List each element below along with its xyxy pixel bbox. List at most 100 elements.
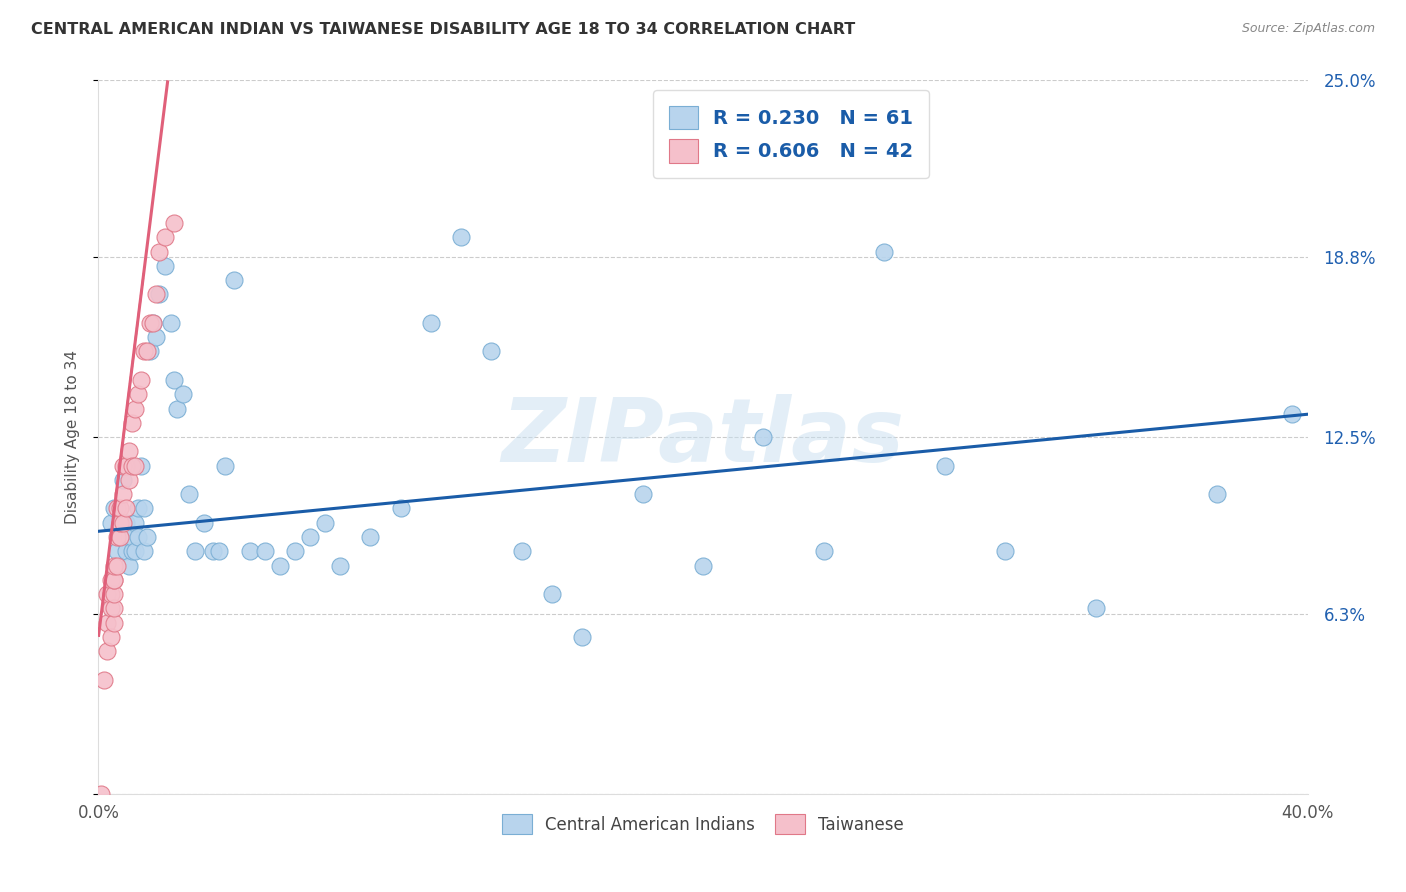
- Point: [139, 316, 162, 330]
- Point: [121, 530, 143, 544]
- Point: [103, 601, 125, 615]
- Point: [114, 501, 136, 516]
- Point: [752, 430, 775, 444]
- Point: [100, 587, 122, 601]
- Point: [360, 530, 382, 544]
- Point: [111, 473, 134, 487]
- Point: [111, 487, 134, 501]
- Point: [148, 244, 170, 259]
- Point: [96, 587, 118, 601]
- Point: [142, 316, 165, 330]
- Point: [132, 544, 155, 558]
- Point: [127, 387, 149, 401]
- Point: [111, 516, 134, 530]
- Point: [129, 373, 152, 387]
- Point: [208, 544, 231, 558]
- Point: [108, 501, 131, 516]
- Text: CENTRAL AMERICAN INDIAN VS TAIWANESE DISABILITY AGE 18 TO 34 CORRELATION CHART: CENTRAL AMERICAN INDIAN VS TAIWANESE DIS…: [31, 22, 855, 37]
- Point: [540, 587, 562, 601]
- Point: [129, 458, 152, 473]
- Point: [813, 544, 835, 558]
- Point: [329, 558, 352, 573]
- Text: ZIPatlas: ZIPatlas: [502, 393, 904, 481]
- Point: [214, 458, 236, 473]
- Point: [1281, 407, 1303, 421]
- Point: [184, 544, 207, 558]
- Point: [1206, 487, 1229, 501]
- Point: [103, 615, 125, 630]
- Text: Source: ZipAtlas.com: Source: ZipAtlas.com: [1241, 22, 1375, 36]
- Point: [103, 587, 125, 601]
- Point: [93, 673, 115, 687]
- Point: [100, 630, 122, 644]
- Point: [114, 516, 136, 530]
- Point: [111, 516, 134, 530]
- Point: [124, 401, 146, 416]
- Point: [124, 458, 146, 473]
- Point: [160, 316, 183, 330]
- Point: [299, 530, 322, 544]
- Point: [481, 344, 503, 359]
- Point: [269, 558, 291, 573]
- Point: [253, 544, 276, 558]
- Point: [103, 573, 125, 587]
- Point: [145, 330, 167, 344]
- Point: [148, 287, 170, 301]
- Point: [108, 516, 131, 530]
- Point: [389, 501, 412, 516]
- Point: [166, 401, 188, 416]
- Y-axis label: Disability Age 18 to 34: Disability Age 18 to 34: [65, 350, 80, 524]
- Point: [90, 787, 112, 801]
- Point: [163, 373, 186, 387]
- Point: [873, 244, 896, 259]
- Point: [124, 516, 146, 530]
- Point: [153, 259, 176, 273]
- Point: [450, 230, 472, 244]
- Point: [692, 558, 714, 573]
- Point: [124, 544, 146, 558]
- Point: [96, 644, 118, 658]
- Point: [114, 544, 136, 558]
- Point: [96, 615, 118, 630]
- Point: [179, 487, 201, 501]
- Point: [135, 344, 157, 359]
- Point: [934, 458, 956, 473]
- Point: [132, 501, 155, 516]
- Point: [114, 458, 136, 473]
- Point: [105, 558, 128, 573]
- Point: [224, 273, 246, 287]
- Point: [510, 544, 533, 558]
- Point: [127, 530, 149, 544]
- Point: [139, 344, 162, 359]
- Point: [132, 344, 155, 359]
- Point: [105, 501, 128, 516]
- Point: [121, 458, 143, 473]
- Point: [111, 458, 134, 473]
- Point: [571, 630, 593, 644]
- Point: [163, 216, 186, 230]
- Point: [103, 573, 125, 587]
- Legend: Central American Indians, Taiwanese: Central American Indians, Taiwanese: [494, 805, 912, 843]
- Point: [100, 516, 122, 530]
- Point: [118, 444, 141, 458]
- Point: [1085, 601, 1108, 615]
- Point: [118, 558, 141, 573]
- Point: [103, 501, 125, 516]
- Point: [420, 316, 443, 330]
- Point: [105, 530, 128, 544]
- Point: [135, 530, 157, 544]
- Point: [108, 530, 131, 544]
- Point: [121, 544, 143, 558]
- Point: [314, 516, 336, 530]
- Point: [121, 416, 143, 430]
- Point: [284, 544, 307, 558]
- Point: [202, 544, 225, 558]
- Point: [172, 387, 194, 401]
- Point: [631, 487, 654, 501]
- Point: [193, 516, 215, 530]
- Point: [127, 501, 149, 516]
- Point: [153, 230, 176, 244]
- Point: [145, 287, 167, 301]
- Point: [100, 573, 122, 587]
- Point: [105, 544, 128, 558]
